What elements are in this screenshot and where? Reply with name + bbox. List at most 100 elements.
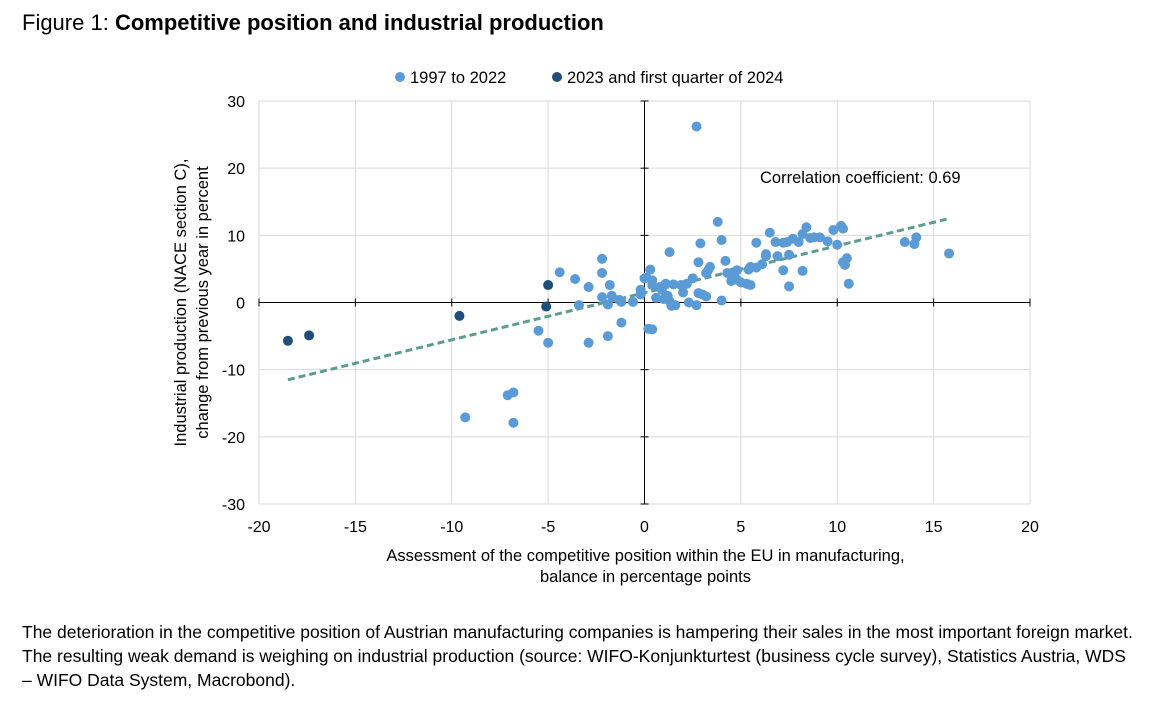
data-point-1997-2022 [606,290,617,301]
data-point-1997-2022 [533,325,544,336]
data-point-1997-2022 [597,253,608,264]
data-point-1997-2022 [668,279,679,290]
data-point-1997-2022 [460,412,471,423]
figure-label: Figure 1: [22,10,109,35]
data-point-1997-2022 [543,337,554,348]
x-tick-label: 10 [828,519,846,536]
data-point-1997-2022 [616,296,627,307]
data-point-1997-2022 [899,237,910,248]
data-point-1997-2022 [583,337,594,348]
data-point-1997-2022 [602,299,613,310]
data-point-1997-2022 [720,255,731,266]
data-point-1997-2022 [832,239,843,250]
data-point-1997-2022 [801,222,812,233]
data-point-1997-2022 [843,278,854,289]
x-tick-label: -5 [541,519,555,536]
data-point-1997-2022 [645,264,656,275]
figure-caption: The deterioration in the competitive pos… [22,622,1133,690]
data-point-1997-2022 [764,227,775,238]
legend-label: 1997 to 2022 [410,69,506,87]
data-point-1997-2022 [691,121,702,132]
data-point-1997-2022 [627,296,638,307]
data-point-1997-2022 [705,261,716,272]
data-point-1997-2022 [683,297,694,308]
data-point-1997-2022 [660,278,671,289]
data-point-1997-2022 [701,291,712,302]
data-point-1997-2022 [583,282,594,293]
data-point-1997-2022 [784,249,795,260]
data-point-1997-2022 [838,223,849,234]
data-point-1997-2022 [732,265,743,276]
data-point-1997-2022 [841,253,852,264]
data-point-2023-2024 [282,335,293,346]
scatter-chart: -20 -15 -10 -5 0 5 10 15 20-30-20-100102030Asses… [172,69,1039,586]
data-point-1997-2022 [570,273,581,284]
x-tick-label: -20 [247,519,270,536]
data-point-1997-2022 [822,236,833,247]
data-point-1997-2022 [772,251,783,262]
data-point-1997-2022 [828,224,839,235]
data-point-1997-2022 [778,265,789,276]
data-point-1997-2022 [745,280,756,291]
x-axis-title: balance in percentage points [540,568,751,586]
x-tick-label: 15 [925,519,943,536]
figure-title-text: Competitive position and industrial prod… [114,10,604,35]
y-tick-label: -10 [222,363,245,380]
data-point-1997-2022 [691,300,702,311]
data-point-1997-2022 [508,417,519,428]
data-point-1997-2022 [573,300,584,311]
data-point-1997-2022 [944,248,955,259]
correlation-annotation: Correlation coefficient: 0.69 [760,169,961,187]
data-point-2023-2024 [543,280,554,291]
x-tick-label: -15 [344,519,367,536]
data-point-1997-2022 [757,259,768,270]
x-tick-label: 20 [1021,519,1039,536]
data-point-1997-2022 [604,280,615,291]
data-point-1997-2022 [760,249,771,260]
data-point-1997-2022 [651,292,662,303]
y-axis-title: Industrial production (NACE section C), [172,159,190,447]
data-point-1997-2022 [712,216,723,227]
data-point-1997-2022 [814,232,825,243]
y-tick-label: -20 [222,430,245,447]
x-tick-label: 0 [640,519,649,536]
data-point-1997-2022 [797,265,808,276]
data-point-1997-2022 [635,289,646,300]
x-tick-label: -10 [440,519,463,536]
legend-label: 2023 and first quarter of 2024 [567,69,783,87]
y-tick-label: 0 [236,296,245,313]
data-point-1997-2022 [793,237,804,248]
data-point-2023-2024 [304,330,315,341]
y-axis-title: change from previous year in percent [194,166,212,439]
y-tick-label: 30 [227,94,245,111]
data-point-1997-2022 [670,300,681,311]
x-axis-title: Assessment of the competitive position w… [386,547,904,565]
data-point-1997-2022 [597,292,608,303]
data-point-2023-2024 [541,301,552,312]
data-point-1997-2022 [751,237,762,248]
data-point-1997-2022 [687,273,698,284]
data-point-1997-2022 [693,257,704,268]
data-point-1997-2022 [784,281,795,292]
data-point-1997-2022 [664,247,675,258]
data-point-1997-2022 [678,287,689,298]
data-point-1997-2022 [770,237,781,248]
data-point-1997-2022 [716,235,727,246]
data-point-1997-2022 [647,324,658,335]
data-point-1997-2022 [716,295,727,306]
y-tick-label: 20 [227,161,245,178]
data-point-1997-2022 [647,275,658,286]
data-point-1997-2022 [554,267,565,278]
data-point-1997-2022 [597,267,608,278]
data-point-1997-2022 [602,331,613,342]
data-point-1997-2022 [616,317,627,328]
x-tick-label: 5 [736,519,745,536]
figure-title: Figure 1: Competitive position and indus… [22,10,604,36]
legend-marker [552,72,562,82]
data-point-2023-2024 [454,310,465,321]
data-point-1997-2022 [508,387,519,398]
y-tick-label: 10 [227,228,245,245]
data-point-1997-2022 [911,232,922,243]
data-point-1997-2022 [695,238,706,249]
legend-marker [395,72,405,82]
